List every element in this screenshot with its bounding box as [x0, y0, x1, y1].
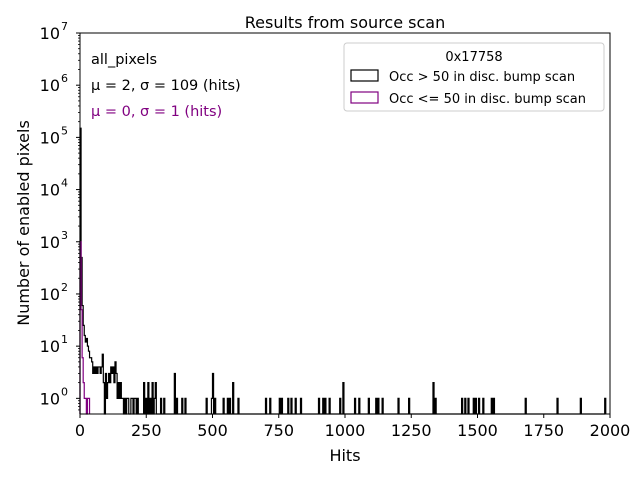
x-tick-label: 1750: [523, 421, 564, 440]
chart-title: Results from source scan: [245, 13, 445, 32]
annotation-all-pixels: all_pixels: [91, 52, 157, 68]
legend: 0x17758 Occ > 50 in disc. bump scan Occ …: [343, 42, 605, 112]
legend-label-purple: Occ <= 50 in disc. bump scan: [389, 92, 586, 107]
legend-box: [343, 42, 605, 112]
y-tick-exponent: 2: [61, 281, 68, 294]
x-tick-label: 1500: [457, 421, 498, 440]
y-tick-exponent: 3: [61, 229, 68, 242]
series-layer: [79, 127, 607, 415]
y-tick-exponent: 6: [61, 72, 68, 85]
x-tick-label: 0: [75, 421, 85, 440]
x-tick-label: 1250: [391, 421, 432, 440]
y-tick-label: 10: [40, 285, 60, 304]
y-tick-exponent: 1: [61, 333, 68, 346]
y-tick-label: 10: [40, 24, 60, 43]
x-tick-label: 500: [197, 421, 228, 440]
y-tick-label: 10: [40, 76, 60, 95]
annotation-mu-sigma-purple: μ = 0, σ = 1 (hits): [91, 104, 222, 120]
y-tick-label: 10: [40, 337, 60, 356]
x-axis-title: Hits: [329, 446, 360, 465]
y-tick-label: 10: [40, 233, 60, 252]
y-tick-label: 10: [40, 128, 60, 147]
y-tick-exponent: 7: [61, 20, 68, 33]
legend-title: 0x17758: [445, 50, 502, 65]
y-tick-exponent: 4: [61, 177, 68, 190]
histogram-series-occ-gt-50: [79, 127, 607, 415]
annotation-mu-sigma-main: μ = 2, σ = 109 (hits): [91, 78, 241, 94]
y-axis-title: Number of enabled pixels: [14, 120, 33, 326]
legend-swatch-black: [350, 69, 379, 82]
legend-swatch-purple: [350, 91, 379, 104]
x-tick-label: 250: [131, 421, 162, 440]
x-tick-label: 750: [263, 421, 294, 440]
y-tick-exponent: 5: [61, 124, 68, 137]
y-tick-label: 10: [40, 181, 60, 200]
x-tick-label: 1000: [325, 421, 366, 440]
x-axis-ticks: 0 250 500 750 1000 1250 1500 1750 2000: [75, 414, 630, 440]
x-tick-label: 2000: [590, 421, 631, 440]
legend-label-black: Occ > 50 in disc. bump scan: [389, 70, 575, 85]
y-tick-exponent: 0: [61, 385, 68, 398]
histogram-series-occ-le-50: [79, 241, 91, 415]
y-tick-label: 10: [40, 389, 60, 408]
